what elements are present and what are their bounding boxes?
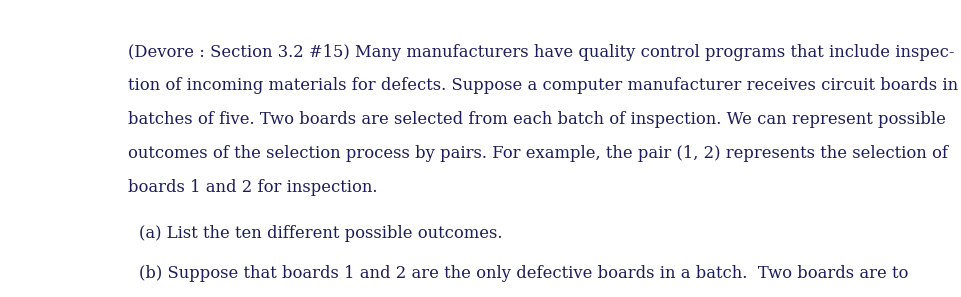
Text: (a) List the ten different possible outcomes.: (a) List the ten different possible outc… (138, 225, 502, 242)
Text: (b) Suppose that boards 1 and 2 are the only defective boards in a batch.  Two b: (b) Suppose that boards 1 and 2 are the … (138, 265, 907, 282)
Text: (Devore : Section 3.2 #15) Many manufacturers have quality control programs that: (Devore : Section 3.2 #15) Many manufact… (128, 44, 953, 61)
Text: boards 1 and 2 for inspection.: boards 1 and 2 for inspection. (128, 179, 377, 196)
Text: outcomes of the selection process by pairs. For example, the pair (1, 2) represe: outcomes of the selection process by pai… (128, 145, 947, 162)
Text: batches of five. Two boards are selected from each batch of inspection. We can r: batches of five. Two boards are selected… (128, 111, 945, 128)
Text: tion of incoming materials for defects. Suppose a computer manufacturer receives: tion of incoming materials for defects. … (128, 78, 957, 94)
